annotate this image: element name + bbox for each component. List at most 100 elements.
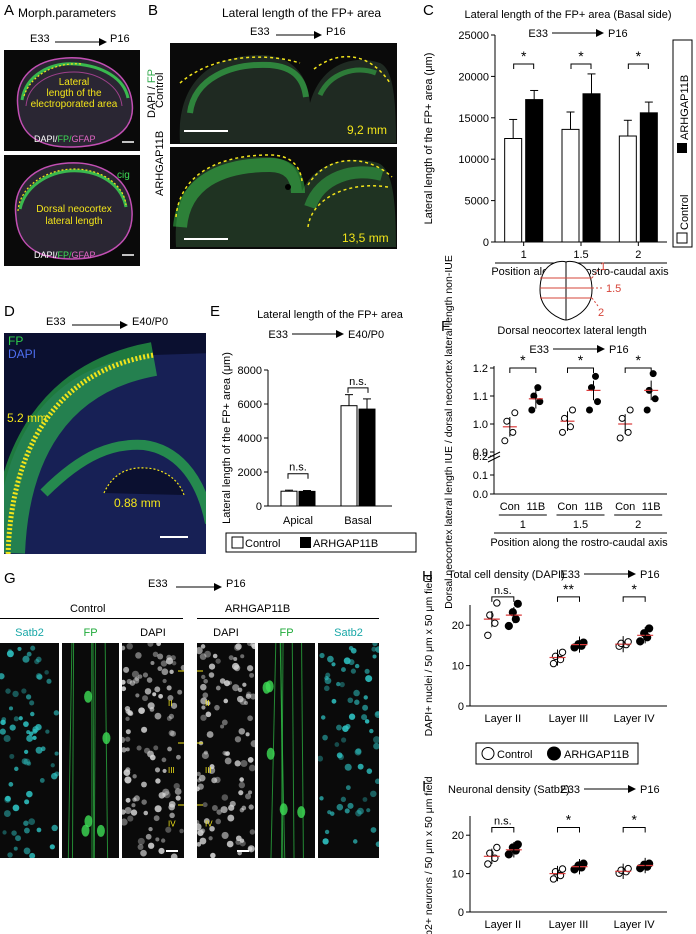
chart-f-point-con xyxy=(559,428,566,436)
chart-i-timeline-arrow-icon-head xyxy=(628,785,636,793)
panel-label-h: H xyxy=(422,568,433,585)
nucleus-dot xyxy=(208,672,215,678)
nucleus-dot xyxy=(370,827,377,833)
nucleus-dot xyxy=(134,676,140,681)
nucleus-dot xyxy=(173,783,180,790)
nucleus-dot xyxy=(234,760,241,767)
nucleus-dot xyxy=(168,713,175,719)
chart-f-point-con xyxy=(626,406,634,414)
nucleus-dot xyxy=(39,777,45,783)
nucleus-dot xyxy=(8,782,14,787)
nucleus-dot xyxy=(141,781,147,788)
chart-f-sig-bracket xyxy=(509,367,537,373)
nucleus-dot xyxy=(167,746,172,752)
neuron-dendrite xyxy=(92,643,95,858)
chart-i-timeline-to: P16 xyxy=(640,784,660,796)
panel-b-image-control: 9,2 mm xyxy=(170,43,397,144)
nucleus-dot xyxy=(364,668,370,674)
nucleus-dot xyxy=(374,711,379,718)
chart-f-ytick-label: 0.1 xyxy=(473,470,488,482)
chart-f-point-11b xyxy=(586,406,593,414)
nucleus-dot xyxy=(362,797,368,802)
chart-h-legend-control: Control xyxy=(497,749,532,761)
nucleus-dot xyxy=(169,812,175,819)
nucleus-dot xyxy=(23,827,30,834)
chart-e-category-label: Basal xyxy=(344,515,372,527)
panel-label-g: G xyxy=(4,570,16,587)
chart-c-schema-leader xyxy=(591,297,599,307)
nucleus-dot xyxy=(245,693,252,699)
nucleus-dot xyxy=(246,643,253,647)
panel-d-image: FP DAPI 5.2 mm 0.88 mm xyxy=(4,333,206,554)
nucleus-dot xyxy=(370,790,377,798)
panel-a-bottom-stain-legend: DAPI/FP/GFAP xyxy=(34,250,96,260)
nucleus-dot xyxy=(126,643,133,650)
chart-i-point-arhgap xyxy=(504,850,513,859)
nucleus-dot xyxy=(28,731,34,736)
nucleus-dot xyxy=(165,826,172,833)
chart-f-xlabel: Position along the rostro-caudal axis xyxy=(490,537,668,549)
chart-f-point-con xyxy=(501,437,509,445)
nucleus-dot xyxy=(237,695,244,703)
chart-h-point-arhgap xyxy=(636,637,645,646)
nucleus-dot xyxy=(35,746,43,754)
nucleus-dot xyxy=(234,736,242,743)
nucleus-dot xyxy=(354,663,360,669)
nucleus-dot xyxy=(23,721,29,727)
nucleus-dot xyxy=(366,768,373,774)
nucleus-dot xyxy=(125,708,131,714)
chart-h-sig-label: ** xyxy=(563,581,574,597)
nucleus-dot xyxy=(179,828,184,834)
nucleus-dot xyxy=(345,723,351,730)
chart-e-ytick-label: 0 xyxy=(256,501,262,513)
nucleus-dot xyxy=(7,648,13,654)
panel-g-layer-mark: III xyxy=(168,766,175,775)
panel-label-a: A xyxy=(4,2,15,19)
chart-c-ylabel: Lateral length of the FP+ area (μm) xyxy=(423,53,435,225)
chart-f-axis-break xyxy=(487,451,501,459)
chart-f-subgroup-label: 11B xyxy=(642,501,661,513)
nucleus-dot xyxy=(243,700,248,706)
chart-h-point-control xyxy=(624,638,632,646)
chart-c-sig-label: * xyxy=(521,48,527,64)
nucleus-dot xyxy=(347,697,354,704)
nucleus-dot xyxy=(371,646,377,652)
panel-label-d: D xyxy=(4,303,15,320)
chart-f-timeline-from: E33 xyxy=(529,344,549,356)
chart-c-sig-bracket xyxy=(513,63,535,69)
nucleus-dot xyxy=(137,837,145,845)
nucleus-dot xyxy=(197,771,201,777)
chart-i-ytick-label: 10 xyxy=(452,869,464,881)
panel-g-image-green xyxy=(62,643,119,858)
nucleus-dot xyxy=(152,651,159,658)
nucleus-dot xyxy=(12,690,19,698)
nucleus-dot xyxy=(211,805,218,811)
nucleus-dot xyxy=(127,815,134,822)
nucleus-dot xyxy=(131,670,139,678)
nucleus-dot xyxy=(369,728,374,734)
chart-f-point-11b xyxy=(651,395,659,403)
nucleus-dot xyxy=(221,794,229,801)
panel-d-length-outer: 5.2 mm xyxy=(7,411,48,425)
chart-c-category-label: 1 xyxy=(521,249,527,261)
nucleus-dot xyxy=(203,818,210,825)
panel-d-timeline-to: E40/P0 xyxy=(132,316,169,328)
chart-h-point-control xyxy=(484,631,492,639)
panel-d-stain-fp: FP xyxy=(8,334,24,348)
chart-e: Lateral length of the FP+ area E33 E40/P0 0… xyxy=(221,309,417,553)
nucleus-dot xyxy=(357,763,364,770)
nucleus-dot xyxy=(375,711,379,716)
nucleus-dot xyxy=(197,841,202,847)
nucleus-dot xyxy=(155,778,161,784)
chart-h-category-label: Layer IV xyxy=(614,713,656,725)
nucleus-dot xyxy=(250,740,255,748)
nucleus-dot xyxy=(131,803,136,808)
nucleus-dot xyxy=(161,668,169,676)
control-section-illustration xyxy=(179,55,396,143)
nucleus-dot xyxy=(29,852,36,858)
chart-f-subgroup-label: 11B xyxy=(526,501,545,513)
chart-c-title: Lateral length of the FP+ area (Basal si… xyxy=(465,9,672,21)
chart-e-ytick-label: 4000 xyxy=(238,433,262,445)
